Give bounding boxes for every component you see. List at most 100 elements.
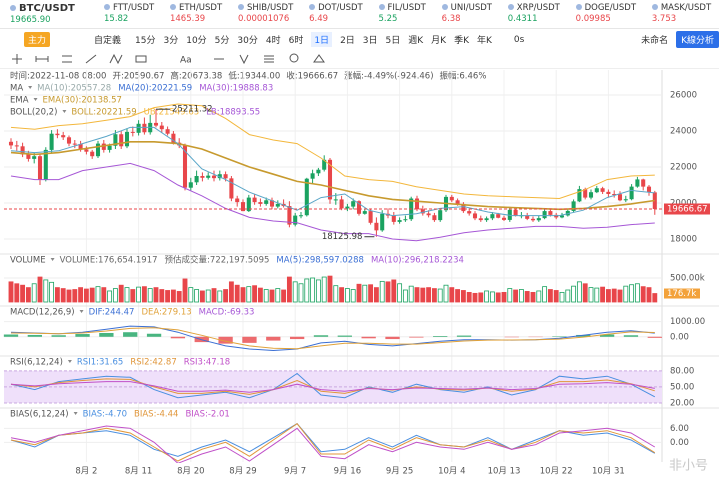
candle-body xyxy=(293,215,298,225)
volume-bar xyxy=(513,289,519,303)
interval[interactable]: 月K xyxy=(431,36,447,46)
current-value-box xyxy=(664,288,700,299)
volume-bar xyxy=(257,287,263,303)
last-price-label: 19666.67 xyxy=(667,205,708,215)
candle-body xyxy=(32,156,37,159)
ticker-symbol: ETH/USDT xyxy=(169,3,230,14)
y-tick-label: 20.00 xyxy=(670,399,694,409)
coin-icon xyxy=(169,4,176,10)
ticker[interactable]: FIL/USDT 5.25 xyxy=(371,0,434,28)
x-tick-label: 8月 2 xyxy=(75,467,97,477)
legend-item: BOLL:20221.59 xyxy=(71,108,136,118)
candle-body xyxy=(235,198,240,203)
volume-bar xyxy=(234,284,240,303)
interval[interactable]: 3分 xyxy=(163,36,179,46)
ticker[interactable]: MASK/USDT 3.753 xyxy=(644,0,719,28)
candle-body xyxy=(600,188,605,192)
y-tick-label: 20000 xyxy=(670,199,697,209)
volume-bar xyxy=(269,289,275,303)
custom-interval[interactable]: 自定義 xyxy=(94,36,122,46)
interval[interactable]: 10分 xyxy=(186,36,207,46)
drawing-toolbar: Aa xyxy=(0,50,719,69)
volume-bar xyxy=(420,287,426,303)
volume-bar xyxy=(611,288,617,303)
coin-icon xyxy=(378,4,385,10)
ticker[interactable]: BTC/USDT 19665.90 xyxy=(0,0,96,28)
candle-body xyxy=(617,194,623,201)
ticker[interactable]: DOT/USDT 6.49 xyxy=(301,0,370,28)
main-indicator[interactable]: 主力 xyxy=(24,32,51,47)
interval[interactable]: 5分 xyxy=(214,36,230,46)
current-value-label: 176.7k xyxy=(667,289,696,299)
refresh[interactable]: 0s xyxy=(513,34,525,45)
plot xyxy=(3,325,662,352)
volume-bar xyxy=(263,289,269,303)
legend-item: DEA:279.13 xyxy=(141,308,191,318)
candle-body xyxy=(240,202,246,212)
macd-bar xyxy=(27,334,42,337)
interval[interactable]: 季K xyxy=(454,36,469,46)
macd-bar xyxy=(361,336,376,339)
volume-bar xyxy=(576,281,582,303)
candle-body xyxy=(525,215,530,219)
y-tick-label: 500.00k xyxy=(670,274,705,284)
legend-title: RSI(6,12,24) xyxy=(10,358,63,368)
volume-bar xyxy=(95,286,101,303)
interval[interactable]: 15分 xyxy=(135,36,156,46)
candle-body xyxy=(14,145,19,147)
candle-body xyxy=(559,215,565,218)
candle-body xyxy=(264,200,269,204)
interval[interactable]: 3日 xyxy=(362,36,378,46)
candle-body xyxy=(374,222,379,231)
coin-icon xyxy=(309,4,316,10)
volume-bar xyxy=(14,283,20,303)
volume-bar xyxy=(466,291,472,303)
volume-bar xyxy=(495,292,501,303)
analysis-button[interactable]: K線分析 xyxy=(676,31,719,48)
interval[interactable]: 2日 xyxy=(340,36,355,46)
interval[interactable]: 週K xyxy=(408,36,424,46)
candle-body xyxy=(258,202,263,204)
volume-bar xyxy=(223,289,229,303)
candle-body xyxy=(107,145,112,150)
legend-caret xyxy=(67,360,72,363)
candle-body xyxy=(101,143,106,150)
volume-bar xyxy=(275,288,281,303)
volume-bar xyxy=(362,284,368,303)
ticker-price: 0.4311 xyxy=(507,14,538,24)
x-tick-label: 8月 20 xyxy=(177,467,204,477)
candle-body xyxy=(629,186,634,200)
macd-bar xyxy=(313,335,329,337)
coin-icon xyxy=(10,5,16,11)
x-tick-label: 9月 16 xyxy=(334,467,361,477)
interval[interactable]: 4时 xyxy=(265,36,281,46)
candle-body xyxy=(345,206,350,209)
x-tick-label: 10月 13 xyxy=(488,467,521,477)
interval[interactable]: 6时 xyxy=(288,36,304,46)
ticker[interactable]: DOGE/USDT 0.09985 xyxy=(568,0,644,28)
ticker[interactable]: ETH/USDT 1465.39 xyxy=(162,0,230,28)
indicator-line xyxy=(10,378,655,395)
volume-bar xyxy=(385,281,391,303)
legend-item: MA(20):20221.59 xyxy=(118,84,192,94)
ticker[interactable]: UNI/USDT 6.38 xyxy=(434,0,500,28)
candle-body xyxy=(612,194,617,195)
coin-icon xyxy=(104,4,110,10)
volume-bar xyxy=(112,288,118,303)
interval[interactable]: 30分 xyxy=(237,36,258,46)
candle-body xyxy=(368,211,373,223)
legend-caret xyxy=(33,98,38,101)
ticker[interactable]: SHIB/USDT 0.00001076 xyxy=(230,0,301,28)
text-tool[interactable]: Aa xyxy=(180,56,192,66)
interval[interactable]: 5日 xyxy=(385,36,401,46)
layout-name[interactable]: 未命名 xyxy=(641,36,669,46)
volume-bar xyxy=(542,286,548,303)
interval[interactable]: 年K xyxy=(476,36,492,46)
volume-bar xyxy=(646,287,652,303)
legend-title: MA xyxy=(10,84,23,94)
interval[interactable]: 1日 xyxy=(311,32,333,47)
ticker[interactable]: XRP/USDT 0.4311 xyxy=(500,0,568,28)
volume-bar xyxy=(20,284,26,303)
candle-body xyxy=(194,175,199,183)
ticker[interactable]: FTT/USDT 15.82 xyxy=(96,0,162,28)
